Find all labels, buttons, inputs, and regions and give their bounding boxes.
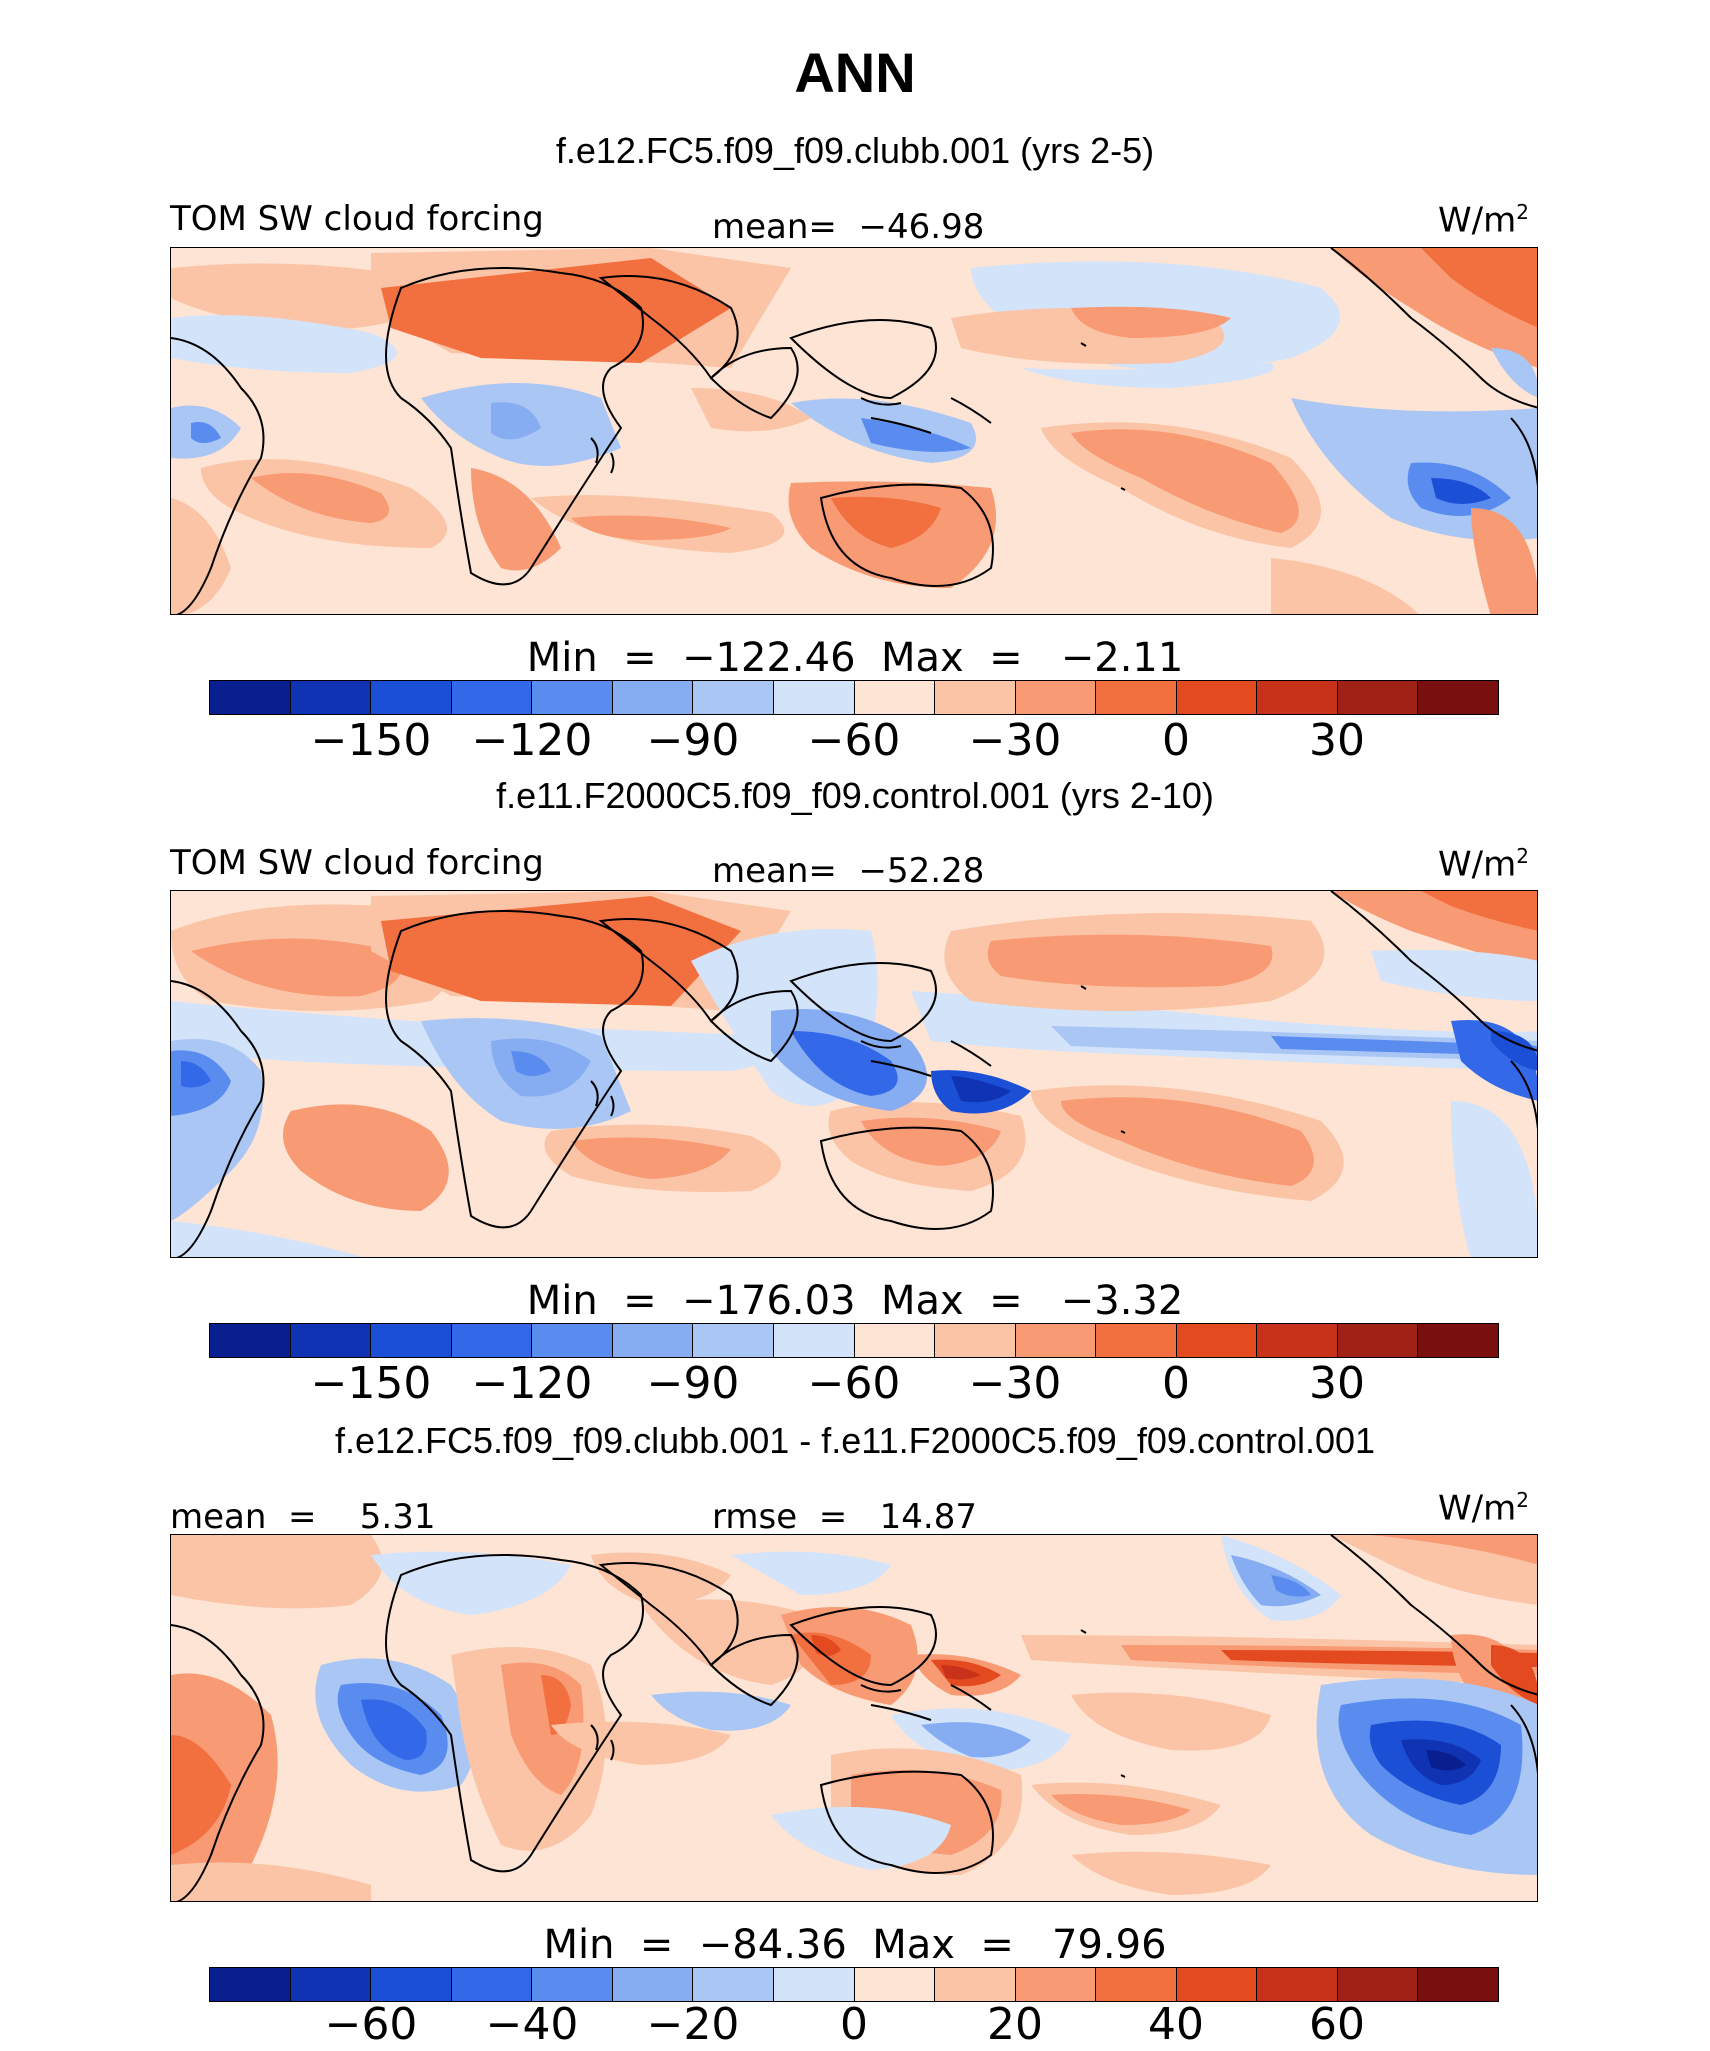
panel-1-case-title: f.e12.FC5.f09_f09.clubb.001 (yrs 2-5) [555, 130, 1155, 171]
colorbar-swatch [290, 1324, 372, 1357]
colorbar-tick: −20 [646, 1999, 740, 2050]
colorbar-swatch [1257, 1324, 1338, 1357]
colorbar-tick: 0 [1162, 1358, 1190, 1409]
panel-2-colorbar [209, 1323, 1499, 1358]
colorbar-swatch [1015, 681, 1097, 714]
colorbar-tick: 30 [1309, 1358, 1365, 1409]
colorbar-swatch [532, 681, 613, 714]
colorbar-tick: −40 [485, 1999, 579, 2050]
colorbar-tick: −30 [968, 715, 1062, 766]
panel-2-case-title: f.e11.F2000C5.f09_f09.control.001 (yrs 2… [496, 775, 1214, 816]
colorbar-swatch [935, 1968, 1016, 2001]
colorbar-tick: 20 [987, 1999, 1043, 2050]
colorbar-tick: −90 [646, 1358, 740, 1409]
colorbar-tick: 30 [1309, 715, 1365, 766]
colorbar-swatch [693, 681, 774, 714]
colorbar-tick: −90 [646, 715, 740, 766]
colorbar-swatch [371, 1324, 452, 1357]
colorbar-swatch [451, 1968, 533, 2001]
colorbar-swatch [1096, 681, 1177, 714]
panel-2-units-label: W/m2 [1438, 844, 1529, 885]
colorbar-swatch [210, 1324, 291, 1357]
colorbar-swatch [1176, 681, 1258, 714]
colorbar-swatch [532, 1968, 613, 2001]
colorbar-swatch [1257, 1968, 1338, 2001]
colorbar-swatch [1096, 1324, 1177, 1357]
colorbar-swatch [290, 1968, 372, 2001]
panel-3-map-field [171, 1535, 1537, 1901]
panel-1-units-label: W/m2 [1438, 200, 1529, 241]
panel-1-colorbar [209, 680, 1499, 715]
panel-1-variable-label: TOM SW cloud forcing [170, 199, 544, 239]
panel-3-rmse-label: rmse = 14.87 [712, 1497, 977, 1537]
colorbar-swatch [854, 1324, 936, 1357]
colorbar-swatch [1418, 1968, 1498, 2001]
panel-2-min-max: Min = −176.03 Max = −3.32 [526, 1278, 1184, 1324]
colorbar-swatch [1096, 1968, 1177, 2001]
colorbar-swatch [451, 1324, 533, 1357]
panel-1-min-max: Min = −122.46 Max = −2.11 [526, 635, 1184, 681]
colorbar-tick: −60 [807, 715, 901, 766]
colorbar-tick: 60 [1309, 1999, 1365, 2050]
panel-3-min-max: Min = −84.36 Max = 79.96 [543, 1922, 1167, 1968]
colorbar-swatch [290, 681, 372, 714]
panel-2-map-field [171, 891, 1537, 1257]
colorbar-tick: 0 [840, 1999, 868, 2050]
colorbar-swatch [1337, 1968, 1419, 2001]
colorbar-swatch [210, 1968, 291, 2001]
colorbar-swatch [210, 681, 291, 714]
colorbar-swatch [1337, 1324, 1419, 1357]
panel-3-mean-label: mean = 5.31 [170, 1497, 436, 1537]
colorbar-swatch [1257, 681, 1338, 714]
colorbar-swatch [693, 1968, 774, 2001]
colorbar-swatch [612, 1324, 694, 1357]
colorbar-tick: −120 [471, 715, 593, 766]
colorbar-swatch [1015, 1324, 1097, 1357]
colorbar-swatch [371, 1968, 452, 2001]
colorbar-swatch [773, 1968, 855, 2001]
panel-1-map-field [171, 248, 1537, 614]
colorbar-swatch [773, 681, 855, 714]
colorbar-swatch [451, 681, 533, 714]
colorbar-swatch [854, 1968, 936, 2001]
colorbar-swatch [371, 681, 452, 714]
panel-2-mean-label: mean= −52.28 [712, 851, 985, 891]
colorbar-tick: −150 [310, 1358, 432, 1409]
figure-title: ANN [794, 41, 916, 104]
colorbar-swatch [1176, 1968, 1258, 2001]
panel-1-mean-label: mean= −46.98 [712, 207, 985, 247]
colorbar-swatch [935, 681, 1016, 714]
colorbar-swatch [612, 681, 694, 714]
colorbar-tick: −60 [807, 1358, 901, 1409]
colorbar-tick: −60 [324, 1999, 418, 2050]
colorbar-tick: 0 [1162, 715, 1190, 766]
panel-3-map [170, 1534, 1538, 1902]
colorbar-swatch [1337, 681, 1419, 714]
colorbar-swatch [693, 1324, 774, 1357]
colorbar-swatch [1418, 681, 1498, 714]
colorbar-swatch [854, 681, 936, 714]
panel-3-units-label: W/m2 [1438, 1488, 1529, 1529]
colorbar-tick: −120 [471, 1358, 593, 1409]
panel-1-map [170, 247, 1538, 615]
colorbar-swatch [1176, 1324, 1258, 1357]
colorbar-tick: 40 [1148, 1999, 1204, 2050]
panel-2-map [170, 890, 1538, 1258]
panel-3-colorbar [209, 1967, 1499, 2002]
colorbar-swatch [612, 1968, 694, 2001]
panel-2-variable-label: TOM SW cloud forcing [170, 843, 544, 883]
colorbar-swatch [1418, 1324, 1498, 1357]
colorbar-swatch [773, 1324, 855, 1357]
colorbar-swatch [532, 1324, 613, 1357]
colorbar-tick: −150 [310, 715, 432, 766]
colorbar-tick: −30 [968, 1358, 1062, 1409]
colorbar-swatch [935, 1324, 1016, 1357]
colorbar-swatch [1015, 1968, 1097, 2001]
panel-3-case-title: f.e12.FC5.f09_f09.clubb.001 - f.e11.F200… [334, 1420, 1376, 1461]
